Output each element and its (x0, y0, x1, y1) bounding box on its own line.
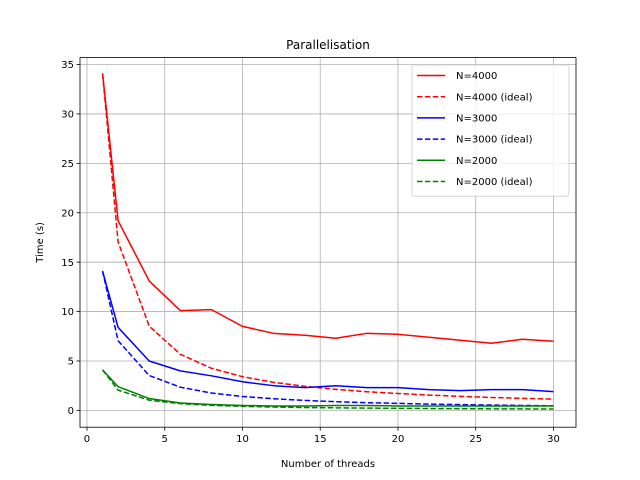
series-line-1 (101, 73, 554, 400)
legend-label: N=4000 (ideal) (456, 92, 533, 103)
legend-label: N=2000 (456, 156, 497, 167)
y-tick-label: 0 (68, 406, 74, 417)
series-line-4 (101, 369, 554, 407)
x-tick-label: 10 (236, 434, 249, 445)
y-tick-label: 5 (68, 357, 74, 368)
legend-frame (411, 64, 570, 197)
x-tick-label: 30 (547, 434, 560, 445)
x-tick-label: 5 (162, 434, 168, 445)
series-layer (101, 73, 554, 410)
y-tick-label: 20 (61, 208, 74, 219)
legend-label: N=3000 (ideal) (456, 135, 533, 146)
series-line-3 (101, 270, 554, 407)
x-axis-label: Number of threads (281, 459, 375, 470)
legend-label: N=2000 (ideal) (456, 177, 533, 188)
series-line-2 (101, 270, 554, 393)
y-tick-label: 25 (61, 159, 74, 170)
y-tick-label: 30 (61, 110, 74, 121)
y-tick-label: 35 (61, 60, 74, 71)
x-tick-label: 25 (469, 434, 482, 445)
chart-title: Parallelisation (286, 38, 370, 52)
series-line-0 (101, 73, 554, 344)
plot-frame (79, 57, 577, 428)
x-tick-label: 20 (392, 434, 405, 445)
series-line-5 (101, 369, 554, 410)
legend-label: N=4000 (456, 71, 497, 82)
x-tick-label: 0 (84, 434, 90, 445)
y-tick-label: 15 (61, 258, 74, 269)
legend: N=4000 N=4000 (ideal) N=3000 N=3000 (ideal)… (411, 64, 570, 197)
legend-label: N=3000 (456, 114, 497, 125)
y-tick-label: 10 (61, 307, 74, 318)
ticks: 0 5 10 15 20 25 30 0 5 10 15 20 25 30 35 (61, 60, 560, 445)
y-axis-label: Time (s) (35, 222, 46, 264)
x-tick-label: 15 (314, 434, 327, 445)
